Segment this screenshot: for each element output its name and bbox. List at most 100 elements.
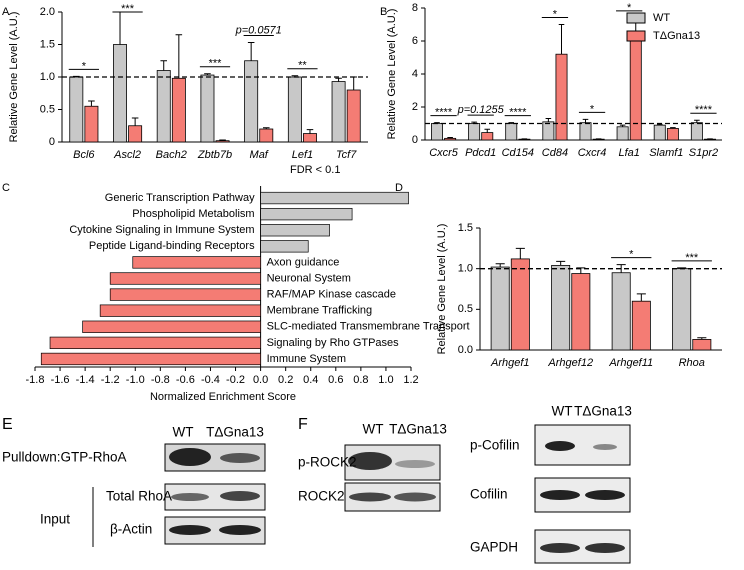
x-tick-label: -1.4	[76, 374, 95, 386]
bar	[631, 300, 651, 351]
significance-label: p=0.1255	[457, 104, 505, 116]
bar	[260, 191, 409, 205]
error-bar	[262, 127, 270, 129]
bar	[505, 123, 518, 141]
row-label: β-Actin	[110, 522, 152, 537]
y-tick-label: 0	[49, 136, 55, 148]
x-tick-label: 0.8	[353, 374, 368, 386]
error-bar	[219, 139, 226, 141]
row-label: ROCK2	[298, 489, 345, 504]
bar	[444, 137, 457, 141]
blot-band	[394, 492, 436, 502]
error-bar	[694, 119, 700, 123]
category-label: Axon guidance	[267, 256, 340, 268]
blot-band	[540, 490, 580, 500]
bar	[109, 288, 261, 301]
panel-letter: E	[2, 416, 13, 433]
row-label: Total RhoA	[106, 489, 172, 504]
x-tick-label: 0.4	[303, 374, 318, 386]
y-tick-label: 8	[412, 2, 418, 14]
significance-label: *	[553, 8, 558, 20]
bar	[132, 256, 261, 269]
bar	[510, 258, 530, 351]
significance-label: *	[629, 249, 634, 261]
bar	[346, 89, 361, 143]
bar	[481, 132, 494, 141]
bar	[331, 81, 346, 143]
x-tick-label: 1.0	[378, 374, 393, 386]
bar	[215, 140, 230, 143]
bar	[99, 304, 261, 317]
y-axis-label: Relative Gene Level (A.U.)	[436, 224, 448, 355]
significance-label: ***	[685, 252, 699, 264]
bar	[468, 123, 481, 141]
error-bar	[619, 124, 626, 127]
x-tick-label: Maf	[250, 149, 269, 161]
bar	[490, 266, 510, 351]
y-tick-label: 4	[412, 68, 418, 80]
error-bar	[350, 76, 357, 90]
lane-label: WT	[552, 404, 573, 419]
panel-letter: D	[395, 182, 403, 194]
bar	[690, 122, 703, 141]
error-bar	[204, 73, 211, 76]
category-label: Immune System	[267, 353, 346, 365]
x-tick-label: -1.8	[26, 374, 45, 386]
note: FDR < 0.1	[290, 164, 340, 176]
x-tick-label: Rhoa	[679, 357, 705, 369]
bar	[666, 128, 679, 141]
bar	[69, 76, 84, 143]
bar	[113, 44, 127, 143]
significance-label: ***	[209, 58, 223, 70]
error-bar	[558, 24, 565, 55]
error-bar	[335, 77, 342, 82]
bar	[551, 265, 571, 351]
legend-swatch	[626, 30, 646, 42]
lane-label: TΔGna13	[574, 404, 632, 419]
error-bar	[116, 11, 124, 45]
y-axis-label: Relative Gene Level (A.U.)	[8, 12, 20, 143]
row-label: GAPDH	[470, 540, 518, 555]
error-bar	[582, 118, 589, 123]
x-tick-label: Tcf7	[336, 149, 357, 161]
legend-swatch	[626, 12, 646, 24]
error-bar	[670, 127, 676, 129]
significance-label: *	[82, 60, 87, 72]
lane-label: TΔGna13	[389, 422, 447, 437]
significance-label: ****	[435, 107, 453, 119]
category-label: Neuronal System	[267, 272, 351, 284]
x-tick-label: Cd154	[502, 147, 534, 159]
blot-band	[348, 452, 392, 470]
bar	[653, 124, 666, 141]
error-bar	[515, 247, 525, 259]
x-tick-label: Arhgef12	[547, 357, 593, 369]
bar	[128, 125, 143, 143]
error-bar	[131, 117, 139, 126]
y-tick-label: 6	[412, 35, 418, 47]
blot-band	[593, 444, 617, 450]
x-tick-label: Cxcr5	[429, 147, 459, 159]
y-tick-label: 0.5	[40, 103, 55, 115]
panel-letter: C	[2, 182, 10, 194]
lane-label: WT	[363, 422, 384, 437]
row-label: Pulldown:GTP-RhoA	[2, 450, 127, 465]
y-tick-label: 1.5	[458, 222, 473, 234]
row-label: p-ROCK2	[298, 455, 357, 470]
bar	[629, 34, 642, 141]
y-tick-label: 0.5	[458, 303, 473, 315]
x-tick-label: Cd84	[542, 147, 568, 159]
category-label: Phospholipid Metabolism	[132, 208, 254, 220]
bar	[84, 105, 99, 143]
error-bar	[508, 122, 515, 124]
blot-band	[220, 453, 260, 463]
x-tick-label: -1.0	[126, 374, 145, 386]
x-tick-label: Ascl2	[113, 149, 141, 161]
legend-label: TΔGna13	[653, 30, 700, 42]
error-bar	[484, 128, 491, 133]
bar	[260, 207, 353, 221]
group-label: Input	[40, 512, 70, 527]
lane-label: WT	[173, 425, 194, 440]
category-label: Peptide Ligand-binding Receptors	[89, 240, 255, 252]
x-tick-label: Lef1	[292, 149, 313, 161]
bar	[571, 273, 591, 351]
